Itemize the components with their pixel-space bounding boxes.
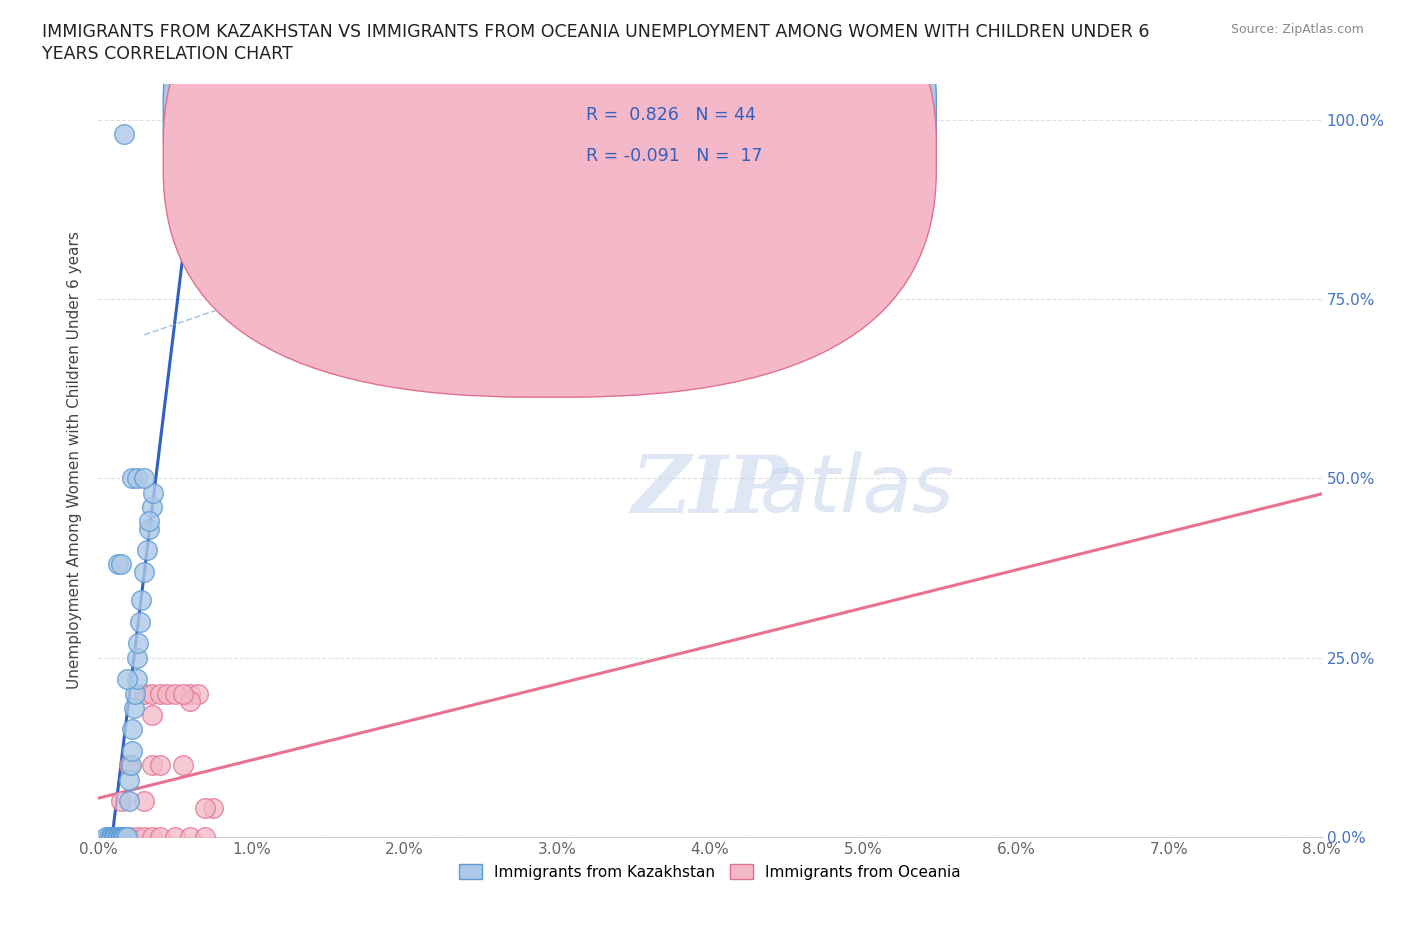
Point bbox=[179, 830, 201, 844]
Text: ZIP: ZIP bbox=[631, 452, 789, 529]
Point bbox=[103, 830, 125, 844]
Text: IMMIGRANTS FROM KAZAKHSTAN VS IMMIGRANTS FROM OCEANIA UNEMPLOYMENT AMONG WOMEN W: IMMIGRANTS FROM KAZAKHSTAN VS IMMIGRANTS… bbox=[42, 23, 1150, 41]
Point bbox=[115, 830, 138, 844]
Point bbox=[103, 830, 125, 844]
Point bbox=[101, 830, 124, 844]
Legend: Immigrants from Kazakhstan, Immigrants from Oceania: Immigrants from Kazakhstan, Immigrants f… bbox=[453, 857, 967, 886]
Point bbox=[100, 830, 122, 844]
Point bbox=[110, 830, 132, 844]
Point bbox=[194, 801, 217, 816]
Point bbox=[138, 521, 160, 536]
Point bbox=[118, 772, 141, 787]
Point bbox=[112, 830, 135, 844]
Point bbox=[118, 858, 141, 873]
Point bbox=[138, 514, 160, 529]
Point bbox=[172, 758, 194, 773]
FancyBboxPatch shape bbox=[163, 0, 936, 355]
Point bbox=[98, 830, 121, 844]
Point bbox=[202, 872, 225, 887]
Point bbox=[124, 686, 146, 701]
Point bbox=[125, 471, 148, 485]
Point bbox=[118, 830, 141, 844]
Point bbox=[194, 830, 217, 844]
Point bbox=[149, 830, 172, 844]
Point bbox=[121, 743, 143, 758]
Point bbox=[107, 557, 129, 572]
Point bbox=[142, 485, 165, 500]
Point bbox=[111, 830, 134, 844]
Point bbox=[141, 758, 163, 773]
Point bbox=[110, 793, 132, 808]
Point bbox=[117, 830, 139, 844]
Point bbox=[121, 471, 143, 485]
Point bbox=[108, 830, 131, 844]
Point bbox=[172, 686, 194, 701]
Point bbox=[156, 686, 179, 701]
FancyBboxPatch shape bbox=[163, 0, 936, 397]
Point bbox=[118, 793, 141, 808]
Text: Source: ZipAtlas.com: Source: ZipAtlas.com bbox=[1230, 23, 1364, 36]
Point bbox=[163, 686, 186, 701]
Point bbox=[122, 700, 145, 715]
Point bbox=[112, 830, 135, 844]
Point bbox=[94, 830, 117, 844]
Point bbox=[141, 499, 163, 514]
Point bbox=[104, 830, 127, 844]
Point bbox=[107, 830, 129, 844]
Point bbox=[110, 830, 132, 844]
Point bbox=[134, 830, 156, 844]
Point bbox=[202, 801, 225, 816]
Point bbox=[118, 758, 141, 773]
Point bbox=[149, 758, 172, 773]
Point bbox=[127, 636, 149, 651]
Text: R =  0.826   N = 44: R = 0.826 N = 44 bbox=[586, 106, 756, 124]
Point bbox=[179, 686, 201, 701]
Point bbox=[134, 471, 156, 485]
Point bbox=[128, 615, 150, 630]
Point bbox=[125, 650, 148, 665]
Point bbox=[179, 872, 201, 887]
Point bbox=[117, 671, 139, 686]
Point bbox=[112, 126, 135, 141]
Point bbox=[163, 830, 186, 844]
Point bbox=[141, 708, 163, 723]
Text: YEARS CORRELATION CHART: YEARS CORRELATION CHART bbox=[42, 45, 292, 62]
Y-axis label: Unemployment Among Women with Children Under 6 years: Unemployment Among Women with Children U… bbox=[67, 232, 83, 689]
Point bbox=[136, 542, 159, 557]
Point bbox=[125, 671, 148, 686]
FancyBboxPatch shape bbox=[502, 91, 845, 185]
Point bbox=[110, 557, 132, 572]
Point bbox=[103, 830, 125, 844]
Point bbox=[125, 830, 148, 844]
Point bbox=[149, 686, 172, 701]
Point bbox=[111, 830, 134, 844]
Point bbox=[134, 565, 156, 579]
Point bbox=[134, 686, 156, 701]
Point bbox=[107, 830, 129, 844]
Point bbox=[187, 686, 209, 701]
Point bbox=[141, 830, 163, 844]
Text: atlas: atlas bbox=[759, 451, 955, 529]
Point bbox=[141, 686, 163, 701]
Text: R = -0.091   N =  17: R = -0.091 N = 17 bbox=[586, 147, 763, 166]
Point bbox=[179, 693, 201, 708]
Point bbox=[105, 830, 128, 844]
Point bbox=[134, 793, 156, 808]
Point bbox=[129, 592, 152, 607]
Point bbox=[110, 830, 132, 844]
Point bbox=[120, 758, 142, 773]
Point bbox=[121, 722, 143, 737]
